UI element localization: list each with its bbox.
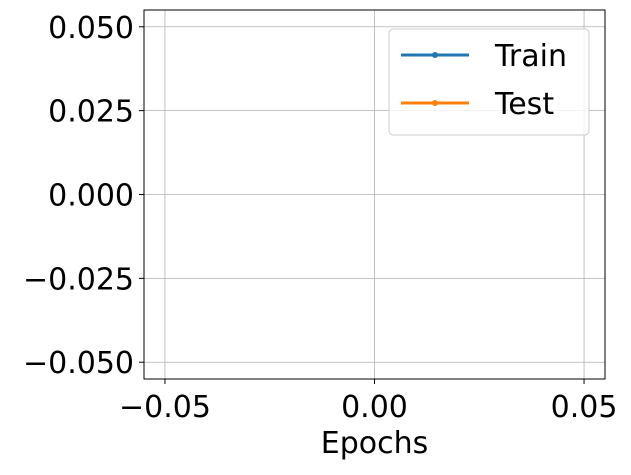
x-axis-label: Epochs (321, 426, 429, 461)
x-tick-label: 0.00 (341, 390, 408, 425)
y-tick-label: 0.000 (48, 179, 134, 214)
x-tick-label: 0.05 (551, 390, 618, 425)
legend-marker-test (432, 100, 438, 106)
y-tick-label: −0.025 (23, 262, 134, 297)
y-axis-ticks: 0.050 0.025 0.000 −0.025 −0.050 (23, 11, 144, 381)
legend-entry-test: Test (401, 87, 554, 122)
legend-label-train: Train (494, 39, 567, 74)
y-tick-label: 0.050 (48, 11, 134, 46)
legend-entry-train: Train (401, 39, 567, 74)
x-tick-label: −0.05 (119, 390, 211, 425)
x-axis-ticks: −0.05 0.00 0.05 (119, 379, 617, 425)
grid-lines (144, 10, 605, 379)
legend-label-test: Test (494, 87, 554, 122)
y-tick-label: −0.050 (23, 346, 134, 381)
legend: Train Test (388, 28, 590, 136)
legend-marker-train (432, 52, 438, 58)
y-tick-label: 0.025 (48, 95, 134, 130)
